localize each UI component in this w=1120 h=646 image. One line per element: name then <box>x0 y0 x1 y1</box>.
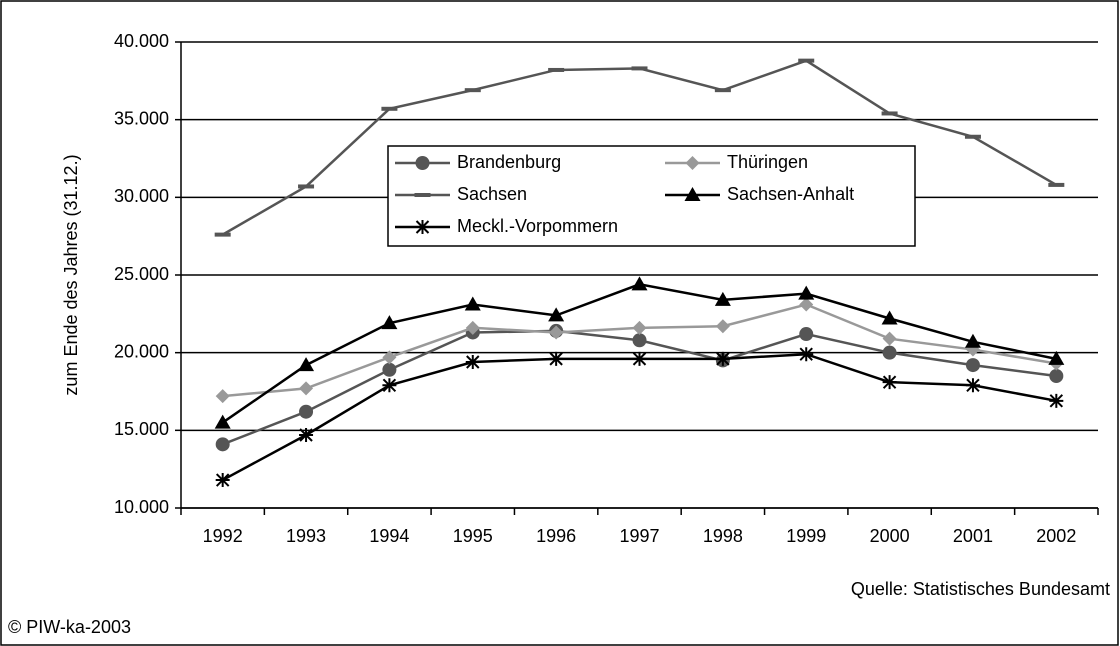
marker <box>685 156 700 170</box>
legend-label: Sachsen-Anhalt <box>727 184 854 204</box>
marker <box>1049 393 1064 408</box>
marker <box>965 378 980 393</box>
marker <box>549 351 564 366</box>
x-tick-label: 1997 <box>619 526 659 546</box>
marker <box>299 381 314 396</box>
marker <box>631 276 648 291</box>
y-tick-label: 40.000 <box>114 31 169 51</box>
y-tick-label: 10.000 <box>114 497 169 517</box>
marker <box>465 354 480 369</box>
marker <box>1049 368 1064 383</box>
y-axis-label: zum Ende des Jahres (31.12.) <box>61 154 81 395</box>
x-tick-label: 1999 <box>786 526 826 546</box>
marker <box>799 327 814 342</box>
legend-label: Sachsen <box>457 184 527 204</box>
marker <box>465 320 480 335</box>
marker <box>464 88 481 93</box>
marker <box>299 404 314 419</box>
marker <box>215 389 230 404</box>
marker <box>964 134 981 139</box>
marker <box>714 88 731 93</box>
x-tick-label: 1996 <box>536 526 576 546</box>
marker <box>632 351 647 366</box>
y-tick-label: 30.000 <box>114 186 169 206</box>
marker <box>415 156 430 170</box>
marker <box>964 333 981 348</box>
marker <box>381 315 398 330</box>
marker <box>299 427 314 442</box>
marker <box>382 378 397 393</box>
x-tick-label: 2000 <box>870 526 910 546</box>
marker <box>382 362 397 377</box>
marker <box>215 437 230 452</box>
marker <box>415 220 430 234</box>
marker <box>215 473 230 488</box>
marker <box>632 320 647 335</box>
marker <box>881 310 898 325</box>
marker <box>381 106 398 111</box>
marker <box>715 319 730 334</box>
x-tick-label: 1993 <box>286 526 326 546</box>
marker <box>714 291 731 306</box>
marker <box>464 296 481 311</box>
y-tick-label: 25.000 <box>114 264 169 284</box>
x-tick-label: 1998 <box>703 526 743 546</box>
marker <box>799 297 814 312</box>
x-tick-label: 2001 <box>953 526 993 546</box>
legend-label: Brandenburg <box>457 152 561 172</box>
marker <box>298 357 315 372</box>
x-tick-label: 1992 <box>203 526 243 546</box>
marker <box>214 414 231 429</box>
marker <box>882 331 897 346</box>
legend-label: Thüringen <box>727 152 808 172</box>
x-tick-label: 1994 <box>369 526 409 546</box>
marker <box>298 184 315 189</box>
marker <box>382 350 397 365</box>
marker <box>1048 182 1065 187</box>
legend-label: Meckl.-Vorpommern <box>457 216 618 236</box>
x-tick-label: 2002 <box>1036 526 1076 546</box>
marker <box>715 351 730 366</box>
y-tick-label: 20.000 <box>114 341 169 361</box>
copyright: © PIW-ka-2003 <box>8 617 131 637</box>
marker <box>684 187 701 201</box>
legend <box>387 145 916 247</box>
marker <box>798 58 815 63</box>
marker <box>631 66 648 71</box>
y-tick-label: 35.000 <box>114 108 169 128</box>
marker <box>882 345 897 360</box>
marker <box>799 347 814 362</box>
source: Quelle: Statistisches Bundesamt <box>851 579 1110 599</box>
marker <box>549 325 564 340</box>
marker <box>798 285 815 300</box>
marker <box>881 111 898 116</box>
marker <box>548 67 565 72</box>
marker <box>548 307 565 322</box>
marker <box>414 193 431 197</box>
marker <box>214 232 231 237</box>
marker <box>632 333 647 348</box>
marker <box>882 375 897 390</box>
x-tick-label: 1995 <box>453 526 493 546</box>
marker <box>1048 350 1065 365</box>
y-tick-label: 15.000 <box>114 419 169 439</box>
marker <box>965 358 980 373</box>
